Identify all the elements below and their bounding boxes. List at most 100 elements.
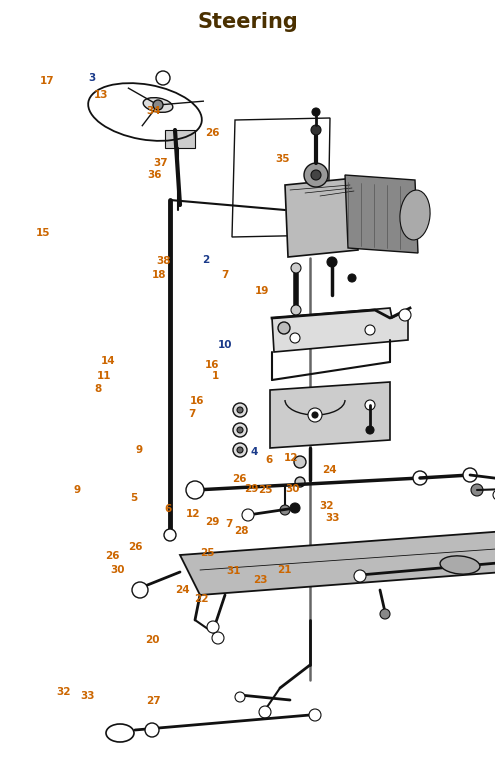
Circle shape [463, 468, 477, 482]
Text: 31: 31 [226, 566, 241, 576]
Polygon shape [165, 130, 195, 148]
Circle shape [399, 309, 411, 321]
Text: 26: 26 [205, 129, 220, 138]
Circle shape [278, 322, 290, 334]
Circle shape [311, 170, 321, 180]
Text: 33: 33 [325, 513, 340, 522]
Polygon shape [180, 530, 495, 595]
Circle shape [291, 263, 301, 273]
Text: 30: 30 [285, 484, 300, 494]
Text: 26: 26 [105, 552, 120, 561]
Circle shape [212, 632, 224, 644]
Ellipse shape [440, 556, 480, 574]
Circle shape [235, 692, 245, 702]
Text: 8: 8 [95, 384, 101, 393]
Circle shape [164, 529, 176, 541]
Circle shape [290, 503, 300, 513]
Circle shape [132, 582, 148, 598]
Text: 29: 29 [204, 518, 219, 527]
Circle shape [294, 456, 306, 468]
Circle shape [237, 447, 243, 453]
Circle shape [242, 509, 254, 521]
Circle shape [280, 505, 290, 515]
Text: 6: 6 [265, 456, 272, 465]
Circle shape [207, 621, 219, 633]
Text: 13: 13 [94, 90, 109, 99]
Circle shape [291, 305, 301, 315]
Text: 4: 4 [250, 447, 257, 456]
Circle shape [233, 423, 247, 437]
Circle shape [259, 706, 271, 718]
Circle shape [311, 125, 321, 135]
Ellipse shape [400, 190, 430, 240]
Text: 28: 28 [234, 526, 248, 535]
Text: 24: 24 [175, 585, 190, 594]
Text: 35: 35 [275, 154, 290, 164]
Text: 6: 6 [165, 504, 172, 514]
Circle shape [312, 412, 318, 418]
Text: 12: 12 [186, 510, 200, 519]
Text: Steering: Steering [197, 12, 298, 32]
Polygon shape [270, 382, 390, 448]
Polygon shape [285, 178, 358, 257]
Text: 37: 37 [153, 158, 168, 168]
Text: 33: 33 [80, 691, 95, 701]
Text: 2: 2 [202, 255, 209, 265]
Circle shape [309, 709, 321, 721]
Text: 19: 19 [255, 286, 270, 296]
Text: 7: 7 [189, 410, 196, 419]
Text: 16: 16 [204, 360, 219, 369]
Text: 32: 32 [319, 501, 334, 511]
Text: 3: 3 [88, 73, 95, 82]
Circle shape [233, 403, 247, 417]
Text: 25: 25 [199, 549, 214, 558]
Text: 10: 10 [218, 341, 233, 350]
Text: 25: 25 [258, 486, 273, 495]
Circle shape [304, 163, 328, 187]
Ellipse shape [143, 98, 173, 113]
Text: 23: 23 [253, 576, 268, 585]
Text: 21: 21 [277, 566, 292, 575]
Text: 9: 9 [73, 486, 80, 495]
Text: 16: 16 [190, 397, 204, 406]
Circle shape [365, 325, 375, 335]
Text: 1: 1 [212, 371, 219, 380]
Ellipse shape [106, 724, 134, 742]
Text: 27: 27 [146, 696, 161, 705]
Circle shape [471, 484, 483, 496]
Text: 26: 26 [232, 474, 247, 483]
Text: 12: 12 [283, 453, 298, 462]
Text: 14: 14 [100, 356, 115, 365]
Circle shape [237, 427, 243, 433]
Circle shape [413, 471, 427, 485]
Text: 34: 34 [146, 106, 161, 116]
Text: 18: 18 [152, 271, 167, 280]
Circle shape [237, 407, 243, 413]
Text: 20: 20 [145, 636, 159, 645]
Circle shape [348, 274, 356, 282]
Text: 29: 29 [244, 484, 259, 494]
Circle shape [186, 481, 204, 499]
Circle shape [493, 490, 495, 500]
Circle shape [156, 71, 170, 85]
Text: 32: 32 [56, 688, 71, 697]
Circle shape [295, 477, 305, 487]
Text: 7: 7 [225, 519, 232, 528]
Circle shape [354, 570, 366, 582]
Circle shape [308, 408, 322, 422]
Circle shape [380, 609, 390, 619]
Text: 17: 17 [40, 77, 54, 86]
Text: 7: 7 [222, 270, 229, 279]
Text: 30: 30 [110, 566, 125, 575]
Text: 38: 38 [156, 256, 171, 265]
Text: 15: 15 [36, 228, 51, 237]
Circle shape [233, 443, 247, 457]
Circle shape [145, 723, 159, 737]
Circle shape [327, 257, 337, 267]
Text: 26: 26 [128, 542, 143, 552]
Circle shape [290, 333, 300, 343]
Polygon shape [345, 175, 418, 253]
Circle shape [365, 400, 375, 410]
Text: 9: 9 [135, 445, 142, 455]
Circle shape [153, 100, 163, 110]
